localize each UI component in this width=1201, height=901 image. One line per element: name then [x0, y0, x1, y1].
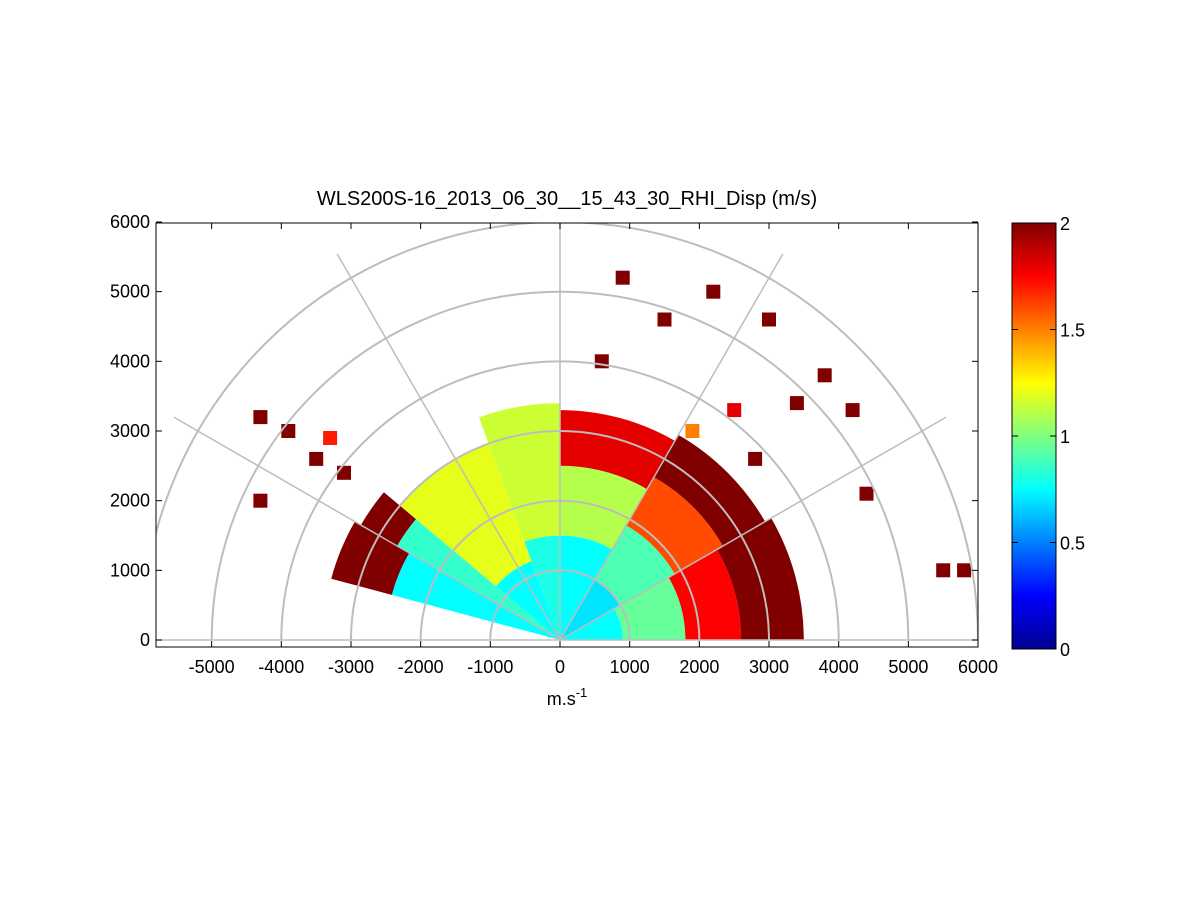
cell-7: [859, 486, 874, 501]
x-axis-label-base: m.s: [547, 689, 576, 709]
wedge-10: [560, 410, 675, 490]
wedge-13: [496, 561, 560, 640]
colorbar-tick-label: 1: [1060, 427, 1070, 447]
cell-14: [253, 410, 268, 425]
colorbar-tick-label: 1.5: [1060, 321, 1085, 341]
cell-18: [253, 493, 268, 508]
colorbar: 0 0.5 1 1.5 2: [1011, 214, 1085, 660]
wedge-6: [626, 477, 723, 574]
x-tick-label: -3000: [328, 657, 374, 677]
x-axis: -5000 -4000 -3000 -2000 -1000 0 1000 2000 3000 40…: [189, 223, 998, 677]
cell-5: [845, 403, 860, 418]
cell-19: [337, 465, 351, 480]
colorbar-tick-label: 0.5: [1060, 534, 1085, 554]
wedge-11: [524, 535, 560, 640]
chart-title: WLS200S-16_2013_06_30__15_43_30_RHI_Disp…: [317, 188, 817, 210]
wedge-12: [479, 403, 560, 542]
cell-4: [817, 368, 832, 383]
colorbar-tick-label: 0: [1060, 640, 1070, 660]
y-tick-label: 5000: [110, 282, 150, 302]
x-tick-label: 0: [555, 657, 565, 677]
x-axis-label-superscript: -1: [576, 685, 588, 700]
wedge-4: [560, 579, 621, 640]
x-tick-label: 2000: [679, 657, 719, 677]
cell-13: [748, 451, 763, 466]
y-tick-label: 1000: [110, 560, 150, 580]
x-tick-label: 6000: [958, 657, 998, 677]
cell-1: [657, 312, 672, 327]
cell-12: [685, 424, 700, 438]
x-tick-label: 3000: [749, 657, 789, 677]
x-tick-label: -1000: [467, 657, 513, 677]
x-axis-label: m.s-1: [547, 685, 588, 709]
wedge-15: [397, 519, 560, 640]
y-axis: 0 1000 2000 3000 4000 5000 6000: [110, 212, 978, 650]
plot-area: [155, 222, 979, 648]
wedge-0: [560, 608, 623, 640]
cell-11: [727, 403, 742, 418]
cell-3: [762, 312, 776, 327]
polar-grid: [156, 223, 978, 641]
wedge-17: [391, 552, 560, 640]
cell-17: [323, 431, 338, 445]
wedge-7: [654, 434, 766, 546]
colorbar-tick-label: 2: [1060, 214, 1070, 234]
grid-spoke-1: [559, 416, 947, 641]
colorbar-gradient: [1011, 222, 1057, 650]
grid-spoke-2: [559, 253, 784, 641]
cell-15: [281, 424, 296, 438]
x-tick-label: -5000: [189, 657, 235, 677]
cell-9: [957, 563, 972, 578]
wedge-2: [668, 549, 742, 640]
wedge-8: [560, 535, 613, 640]
cell-8: [936, 563, 951, 578]
cell-2: [706, 284, 721, 299]
y-tick-label: 3000: [110, 421, 150, 441]
x-tick-label: -2000: [398, 657, 444, 677]
x-tick-label: 4000: [819, 657, 859, 677]
x-tick-label: 5000: [888, 657, 928, 677]
y-tick-label: 6000: [110, 212, 150, 232]
wedge-18: [331, 521, 410, 595]
colorbar-ticks: 0 0.5 1 1.5 2: [1012, 214, 1085, 660]
wedge-14: [399, 443, 532, 587]
x-tick-label: -4000: [258, 657, 304, 677]
cell-16: [309, 451, 324, 466]
y-tick-label: 4000: [110, 351, 150, 371]
cell-10: [615, 270, 630, 285]
grid-spoke-4: [336, 253, 561, 641]
y-tick-label: 0: [140, 630, 150, 650]
grid-ring-5: [156, 223, 978, 641]
wedge-1: [614, 577, 686, 640]
y-tick-label: 2000: [110, 491, 150, 511]
cell-6: [789, 396, 804, 411]
x-tick-label: 1000: [610, 657, 650, 677]
plot-frame: [155, 222, 979, 648]
grid-spoke-5: [173, 416, 561, 641]
